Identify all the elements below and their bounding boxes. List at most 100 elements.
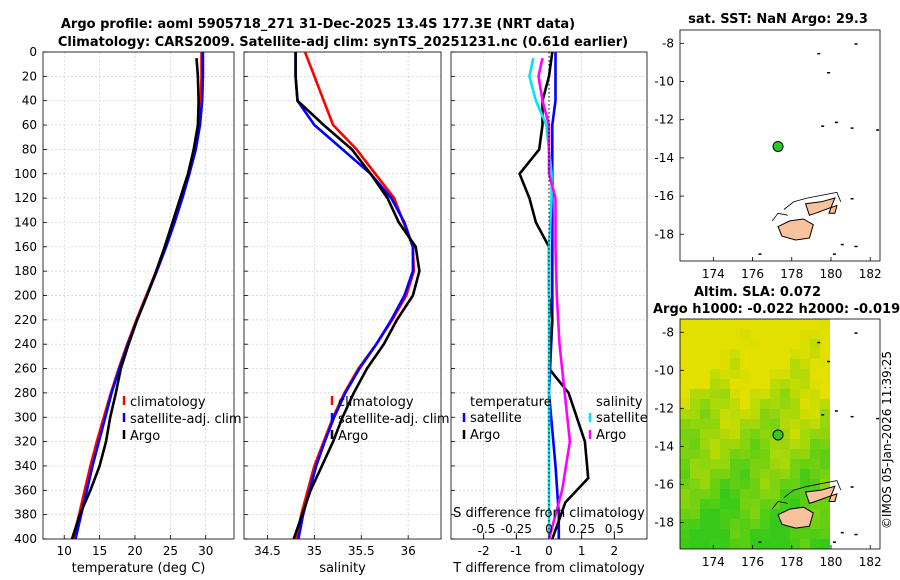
map-x-tick-label: 182 [859,555,882,569]
sla-cell [820,529,830,540]
sla-cell [790,529,801,540]
sla-cell [770,389,781,400]
islet [850,127,854,129]
sla-cell [710,379,721,390]
sla-cell [780,399,791,410]
y-tick-label: 0 [29,45,37,59]
sla-cell [690,369,701,380]
sla-cell [810,369,821,380]
sst-map-panel [679,29,881,262]
x-tick-label: 30 [198,544,213,558]
sla-cell [780,339,791,350]
sla-cell [760,359,771,370]
sla-cell [790,349,801,360]
sla-cell [830,519,841,530]
x-tick-label: -1 [510,544,522,558]
sla-cell [750,359,761,370]
sla-cell [720,519,731,530]
y-tick-label: 340 [14,459,37,473]
sla-cell [820,499,830,510]
series-line-argo [70,58,200,540]
map-frame [679,318,881,550]
sla-cell [780,529,791,540]
islet [832,253,836,255]
sla-cell [720,449,731,460]
sla-cell [720,419,731,430]
sla-cell [830,459,841,470]
x-axis-label: salinity [319,561,366,576]
sla-cell [700,399,711,410]
sla-cell [710,359,721,370]
sla-cell [690,329,701,340]
x-tick-label: 2 [611,544,619,558]
y-tick-label: 20 [22,69,37,83]
x-tick-label: 20 [127,544,142,558]
sla-cell [680,469,691,480]
x2-tick-label: 0 [545,522,553,536]
x-tick-label: 25 [163,544,178,558]
reef-outline [783,480,842,499]
islet [850,486,854,488]
map-y-tick-label: -12 [654,113,674,127]
sla-cell [760,339,771,350]
sla-cell [730,479,741,490]
y-tick-label: 220 [14,313,37,327]
argo-position-marker [772,140,784,152]
legend-label: Argo [130,429,160,444]
sla-cell [830,539,841,550]
y-tick-label: 260 [14,362,37,376]
sla-cell [690,519,701,530]
sla-cell [730,389,741,400]
sla-cell [820,469,830,480]
sla-cell [820,389,830,400]
sla-cell [770,359,781,370]
sla-cell [710,439,721,450]
sla-cell [800,349,811,360]
y-tick-label: 300 [14,410,37,424]
sla-cell [820,329,830,340]
sla-cell [800,429,811,440]
sla-cell [730,459,741,470]
islet [827,72,831,74]
map-x-tick-label: 182 [859,267,882,281]
legend-label: Argo [470,428,500,443]
sla-cell [720,529,731,540]
sla-cell [730,529,741,540]
sla-cell [680,449,691,460]
sla-cell [730,409,741,420]
islet [850,415,854,418]
islet [854,332,858,334]
sla-cell [690,349,701,360]
sla-cell [700,349,711,360]
sla-cell [800,419,811,430]
sla-cell [780,389,791,400]
sla-cell [800,319,811,330]
sla-cell [730,359,741,370]
sla-cell [730,399,741,410]
legend-label: satellite-adj. clim [338,412,450,427]
reef-outline [771,501,788,510]
sla-cell [680,379,691,390]
sla-cell [780,349,791,360]
sla-cell [710,499,721,510]
sla-cell [740,459,751,470]
sla-cell [800,439,811,450]
islet [821,414,825,416]
sla-cell [770,319,781,330]
map-y-tick-label: -10 [654,75,674,89]
sla-cell [790,409,801,420]
sla-cell [740,359,751,370]
sla-cell [730,519,741,530]
sla-cell [740,329,751,340]
sla-cell [680,409,691,420]
x-tick-label: 35 [307,544,322,558]
sla-cell [690,529,701,540]
temperature-profile-panel [42,51,235,540]
sla-cell [730,419,741,430]
sla-cell [800,479,811,490]
legend-label: satellite [596,411,648,426]
sla-cell [790,539,801,549]
series-line-salinity-argo [537,57,572,540]
sla-cell [780,319,791,330]
sla-cell [680,389,691,400]
